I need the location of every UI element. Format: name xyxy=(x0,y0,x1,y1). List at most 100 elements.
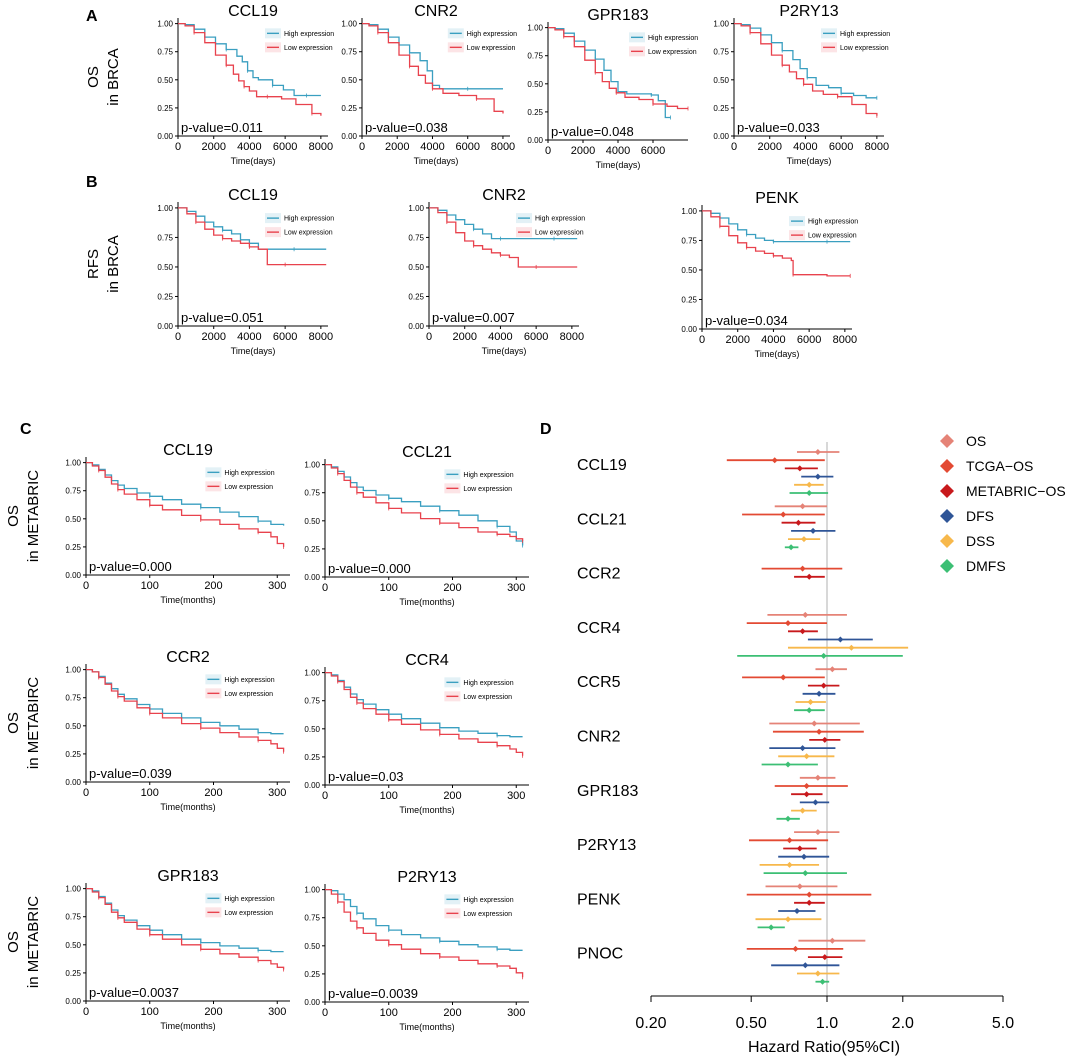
hr-point xyxy=(821,954,828,961)
hr-point xyxy=(799,807,806,814)
high-expression-curve xyxy=(178,22,321,97)
x-tick-label: 2000 xyxy=(725,334,749,346)
km-plot-b3: 0.00 0.25 0.50 0.75 1.00 0 2000 4000 6000 8000 PEN… xyxy=(681,190,858,359)
forest-gene-label: CCL21 xyxy=(577,511,627,528)
x-axis-label: Time(months) xyxy=(399,1022,454,1032)
x-tick-label: 200 xyxy=(204,1006,222,1018)
x-tick-label: 300 xyxy=(507,1007,525,1019)
x-tick-label: 100 xyxy=(141,1006,159,1018)
hr-point xyxy=(807,699,814,705)
km-plot-c2: 0.00 0.25 0.50 0.75 1.00 0 100 200 300 CCL21 Time(… xyxy=(304,444,529,607)
hr-point xyxy=(784,620,791,627)
y-tick-label: 0.00 xyxy=(341,132,357,141)
panel-label-d: D xyxy=(540,421,552,438)
forest-x-tick-label: 0.20 xyxy=(635,1015,666,1032)
y-tick-label: 0.25 xyxy=(65,543,81,552)
y-tick-label: 0.50 xyxy=(157,76,173,85)
legend-label-high: High expression xyxy=(284,216,334,223)
y-tick-label: 0.00 xyxy=(157,322,173,331)
low-expression-curve xyxy=(86,461,285,547)
x-tick-label: 4000 xyxy=(237,331,261,343)
hr-point xyxy=(812,799,819,806)
x-tick-label: 4000 xyxy=(761,334,785,346)
legend-label-low: Low expression xyxy=(463,911,512,918)
y-tick-label: 1.00 xyxy=(65,459,81,468)
y-tick-label: 0.75 xyxy=(65,694,81,703)
y-tick-label: 0.25 xyxy=(157,104,173,113)
hr-point xyxy=(786,837,793,844)
hr-point xyxy=(784,761,791,768)
legend-label-high: High expression xyxy=(224,896,274,903)
legend-label-low: Low expression xyxy=(284,230,333,237)
low-expression-curve xyxy=(548,26,688,110)
plot-title: P2RY13 xyxy=(397,869,456,886)
y-tick-label: 1.00 xyxy=(157,20,173,29)
forest-legend-swatch xyxy=(940,434,954,448)
forest-gene-label: PNOC xyxy=(577,946,623,963)
legend-label-low: Low expression xyxy=(224,910,273,917)
hr-point xyxy=(814,449,821,455)
plot-title: CCL21 xyxy=(402,444,452,461)
hr-point xyxy=(771,457,778,464)
plot-title: CCL19 xyxy=(228,187,278,204)
y-tick-label: 0.75 xyxy=(304,697,320,706)
x-tick-label: 8000 xyxy=(491,141,515,153)
hr-point xyxy=(780,511,787,518)
hr-point xyxy=(819,978,826,985)
x-tick-label: 0 xyxy=(322,582,328,594)
hr-point xyxy=(784,916,791,923)
forest-x-tick-label: 1.0 xyxy=(816,1015,838,1032)
low-expression-curve xyxy=(734,22,878,116)
legend-label-high: High expression xyxy=(648,35,698,42)
forest-gene-label: GPR183 xyxy=(577,783,638,800)
forest-gene-label: CCR4 xyxy=(577,620,621,637)
y-tick-label: 0.00 xyxy=(304,573,320,582)
x-tick-label: 6000 xyxy=(641,145,665,157)
high-expression-curve xyxy=(178,207,327,250)
hr-point xyxy=(796,883,803,890)
legend-label-high: High expression xyxy=(224,470,274,477)
y-tick-label: 0.75 xyxy=(681,236,697,245)
y-tick-label: 0.75 xyxy=(408,233,424,242)
hr-point xyxy=(786,861,793,868)
x-axis-label: Time(days) xyxy=(414,156,459,166)
forest-legend-swatch xyxy=(940,559,954,573)
y-tick-label: 0.00 xyxy=(157,132,173,141)
y-axis-label: in BRCA xyxy=(105,48,122,106)
x-tick-label: 100 xyxy=(141,580,159,592)
x-tick-label: 100 xyxy=(380,790,398,802)
x-axis-label: Time(months) xyxy=(160,802,215,812)
y-tick-label: 0.50 xyxy=(341,76,357,85)
km-plot-a2: 0.00 0.25 0.50 0.75 1.00 0 2000 4000 6000 8000 CNR… xyxy=(341,3,517,166)
y-tick-label: 0.25 xyxy=(65,750,81,759)
forest-gene-label: CNR2 xyxy=(577,729,621,746)
y-tick-label: 0.75 xyxy=(65,487,81,496)
x-axis-label: Time(days) xyxy=(231,156,276,166)
km-plot-a3: 0.00 0.25 0.50 0.75 1.00 0 2000 4000 6000 GPR183 T… xyxy=(527,7,698,170)
legend-label-high: High expression xyxy=(467,31,517,38)
x-tick-label: 300 xyxy=(507,582,525,594)
forest-plot: 0.20 0.50 1.0 2.0 5.0 Hazard Ratio(95%CI) CCL1… xyxy=(577,433,1066,1056)
legend-label-low: Low expression xyxy=(648,49,697,56)
low-expression-curve xyxy=(702,210,851,277)
x-tick-label: 200 xyxy=(443,582,461,594)
x-axis-label: Time(months) xyxy=(399,597,454,607)
x-tick-label: 6000 xyxy=(829,141,853,153)
x-tick-label: 6000 xyxy=(273,141,297,153)
x-tick-label: 8000 xyxy=(560,331,584,343)
plot-title: CCL19 xyxy=(163,442,213,459)
forest-gene-label: CCL19 xyxy=(577,457,627,474)
low-expression-curve xyxy=(325,888,524,978)
y-axis-label: RFS xyxy=(85,249,102,279)
y-tick-label: 1.00 xyxy=(527,24,543,33)
x-tick-label: 200 xyxy=(204,580,222,592)
y-tick-label: 1.00 xyxy=(341,20,357,29)
plot-title: CCR2 xyxy=(166,649,210,666)
hr-point xyxy=(806,891,813,898)
hr-point xyxy=(803,753,810,760)
x-tick-label: 0 xyxy=(83,787,89,799)
hr-point xyxy=(793,908,800,914)
forest-legend-swatch xyxy=(940,459,954,473)
hr-point xyxy=(796,845,803,852)
legend-label-high: High expression xyxy=(284,31,334,38)
